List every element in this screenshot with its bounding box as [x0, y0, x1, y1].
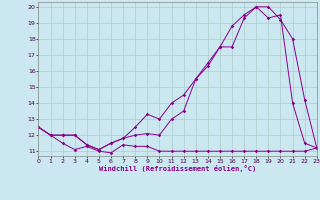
X-axis label: Windchill (Refroidissement éolien,°C): Windchill (Refroidissement éolien,°C) [99, 165, 256, 172]
